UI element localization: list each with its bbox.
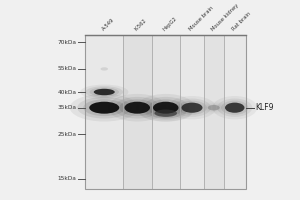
Ellipse shape (182, 103, 203, 113)
Ellipse shape (114, 97, 160, 118)
Text: HepG2: HepG2 (162, 16, 178, 32)
Ellipse shape (85, 86, 123, 98)
Text: 70kDa: 70kDa (58, 40, 76, 45)
Ellipse shape (108, 94, 167, 121)
Bar (85, 35, 246, 189)
Ellipse shape (77, 97, 131, 118)
Text: 25kDa: 25kDa (58, 132, 76, 137)
Text: 15kDa: 15kDa (58, 176, 76, 181)
Ellipse shape (119, 99, 155, 116)
Ellipse shape (83, 99, 125, 116)
Text: Rat brain: Rat brain (231, 11, 252, 32)
Ellipse shape (80, 85, 128, 99)
Ellipse shape (70, 94, 139, 121)
Bar (85, 35, 123, 189)
Text: Mouse brain: Mouse brain (188, 6, 215, 32)
Bar (85, 35, 246, 189)
Ellipse shape (177, 101, 207, 115)
Bar (204, 35, 224, 189)
Ellipse shape (173, 99, 211, 117)
Ellipse shape (221, 101, 248, 115)
Ellipse shape (150, 108, 182, 118)
Text: 55kDa: 55kDa (58, 66, 76, 71)
Text: 40kDa: 40kDa (58, 90, 76, 95)
Text: K-562: K-562 (134, 18, 148, 32)
Text: KLF9: KLF9 (255, 103, 274, 112)
Bar (224, 35, 246, 189)
Bar (123, 35, 152, 189)
Ellipse shape (205, 104, 222, 112)
Ellipse shape (94, 89, 115, 95)
Ellipse shape (136, 94, 195, 121)
Ellipse shape (153, 102, 178, 114)
Ellipse shape (146, 107, 186, 120)
Ellipse shape (212, 96, 257, 119)
Ellipse shape (89, 102, 119, 114)
Ellipse shape (208, 105, 220, 110)
Ellipse shape (168, 96, 216, 119)
Bar (152, 35, 180, 189)
Ellipse shape (124, 102, 150, 114)
Ellipse shape (217, 99, 252, 117)
Ellipse shape (225, 103, 244, 113)
Text: 35kDa: 35kDa (58, 105, 76, 110)
Text: Mouse kidney: Mouse kidney (210, 3, 239, 32)
Text: A-549: A-549 (101, 18, 115, 32)
Ellipse shape (154, 110, 177, 117)
Ellipse shape (89, 87, 119, 97)
Bar (180, 35, 204, 189)
Ellipse shape (100, 67, 108, 71)
Ellipse shape (148, 99, 184, 116)
Ellipse shape (143, 97, 189, 118)
